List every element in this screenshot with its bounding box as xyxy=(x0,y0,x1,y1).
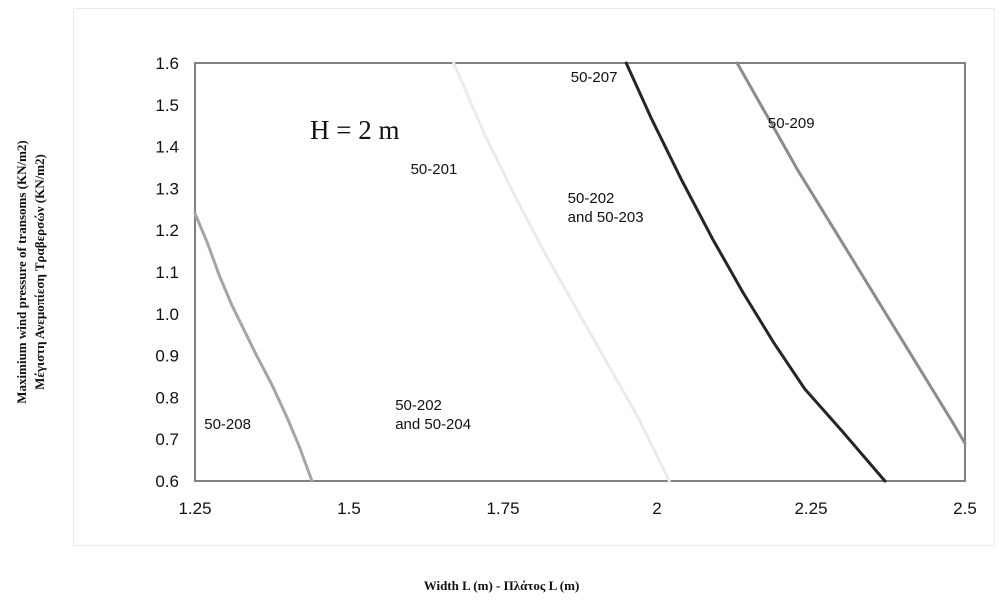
x-tick-label: 2 xyxy=(652,499,661,518)
y-tick-label: 1.5 xyxy=(155,96,179,115)
series-annotation: 50-208 xyxy=(204,416,251,433)
series-layer xyxy=(193,61,967,483)
y-tick-label: 1.2 xyxy=(155,221,179,240)
y-axis-label-greek: Μέγιστη Ανεμοπίεση Τραβερσών (KN/m2) xyxy=(31,154,47,390)
x-tick-label: 2.5 xyxy=(953,499,977,518)
y-tick-label: 1.3 xyxy=(155,179,179,198)
y-axis-label-english: Maximium wind pressure of transoms (KN/m… xyxy=(13,140,29,404)
y-tick-label: 1.4 xyxy=(155,138,179,157)
series-annotation: 50-202 and 50-203 xyxy=(568,190,644,226)
series-annotation: 50-207 xyxy=(571,69,618,86)
y-tick-label: 1.6 xyxy=(155,54,179,73)
x-axis-label: Width L (m) - Πλάτος L (m) xyxy=(423,578,580,593)
series-line-50-201 xyxy=(452,61,671,483)
y-tick-label: 1.0 xyxy=(155,305,179,324)
annotation-layer: 50-207 50-209 50-201 50-202 and 50-203 50-208… xyxy=(204,69,814,433)
x-tick-label: 1.25 xyxy=(178,499,211,518)
y-tick-label: 1.1 xyxy=(155,263,179,282)
x-tick-label: 1.5 xyxy=(337,499,361,518)
series-annotation: 50-209 xyxy=(768,115,815,132)
y-tick-label: 0.8 xyxy=(155,388,179,407)
series-line-50-208 xyxy=(193,212,314,483)
series-line-50-207 xyxy=(624,61,887,483)
y-tick-label: 0.6 xyxy=(155,472,179,491)
y-tick-label: 0.7 xyxy=(155,430,179,449)
height-annotation: H = 2 m xyxy=(310,115,399,145)
series-line-50-209 xyxy=(735,61,967,445)
x-tick-label: 1.75 xyxy=(486,499,519,518)
chart-frame xyxy=(73,8,995,546)
tick-layer: 1.6 1.5 1.4 1.3 1.2 1.1 1.0 0.9 0.8 0.7 0.6 1.25 1.5… xyxy=(155,54,976,518)
plot-area xyxy=(194,62,966,482)
x-tick-label: 2.25 xyxy=(794,499,827,518)
series-annotation: 50-201 xyxy=(411,161,458,178)
series-annotation: 50-202 and 50-204 xyxy=(395,397,471,433)
y-tick-label: 0.9 xyxy=(155,347,179,366)
